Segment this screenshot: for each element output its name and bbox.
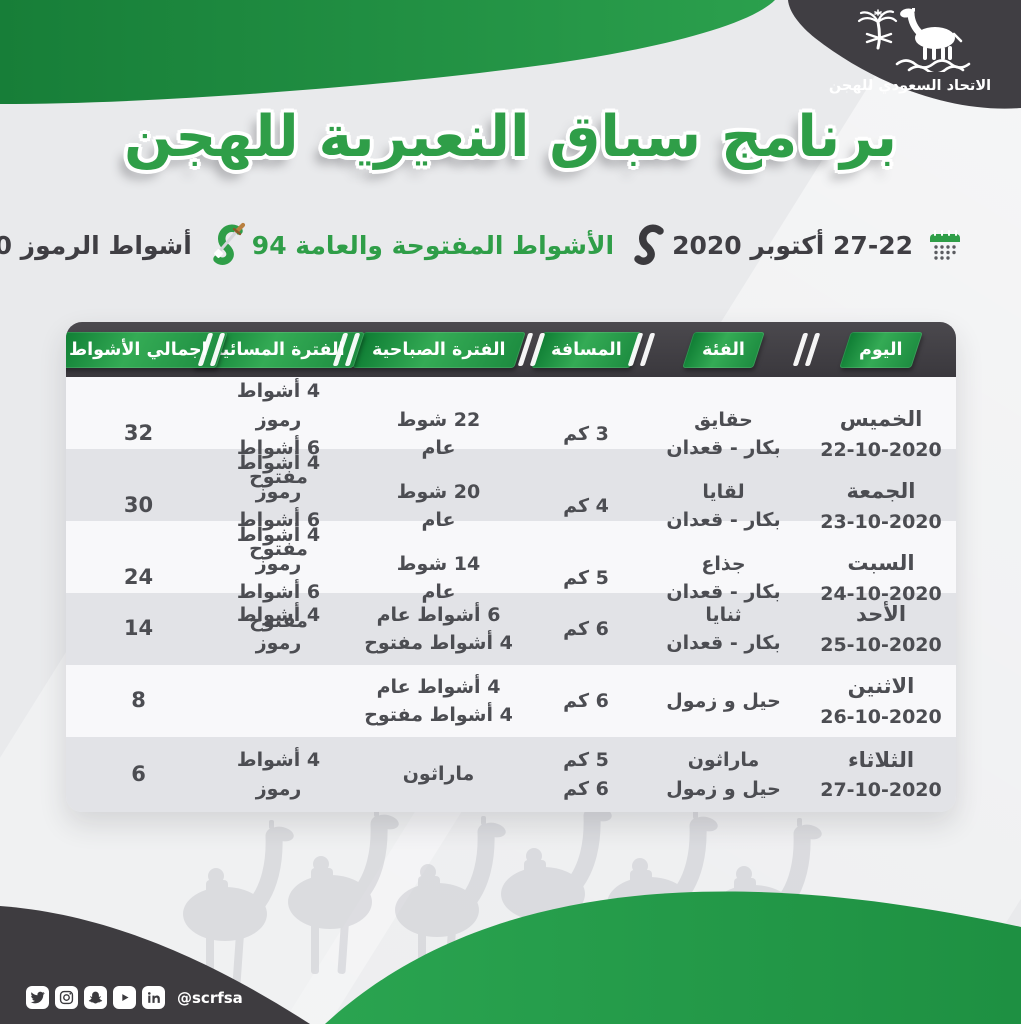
cell-day: الثلاثاء 27-10-2020 [820, 747, 942, 802]
cell-day: السبت 24-10-2020 [820, 551, 942, 605]
symbols-rounds-group: أشواط الرموز 20 [0, 222, 252, 268]
cell-category: لقايا بكار - قعدان [666, 480, 781, 532]
cell-distance: 6 كم [563, 617, 609, 640]
cell-distance: 4 كم [563, 494, 609, 517]
race-track-icon [634, 224, 664, 265]
cell-morning: ماراثون [402, 763, 475, 786]
twitter-icon [26, 986, 49, 1009]
cell-distance: 5 كم 6 كم [563, 749, 609, 800]
column-header-day: اليوم [839, 331, 923, 368]
date-range-text: 27-22 أكتوبر 2020 [672, 230, 913, 260]
dark-header-corner [788, 0, 1021, 109]
cell-evening: 4 أشواط رموز 6 أشواط مفتوح [236, 452, 321, 560]
cell-evening: 4 أشواط رموز 6 أشواط مفتوح [236, 380, 321, 488]
column-header-label: اجمالي الأشواط [69, 339, 208, 360]
cell-total: 8 [131, 688, 146, 713]
social-handle: @scrfsa [177, 988, 243, 1007]
cell-morning: 4 أشواط عام 4 أشواط مفتوح [364, 675, 513, 727]
federation-logo: الاتحاد السعودي للهجن [815, 6, 1005, 94]
linkedin-icon [142, 986, 165, 1009]
schedule-row-friday: الجمعة 23-10-2020 لقايا بكار - قعدان 4 كم … [66, 449, 956, 560]
cell-morning: 6 أشواط عام 4 أشواط مفتوح [364, 603, 513, 655]
cell-category: حقايق بكار - قعدان [666, 408, 781, 460]
page-title: برنامج سباق النعيرية للهجن [123, 104, 898, 170]
cell-category: جذاع بكار - قعدان [666, 552, 781, 604]
cell-day: الأحد 25-10-2020 [820, 602, 942, 656]
social-links-bar: @scrfsa [26, 986, 243, 1009]
column-header-label: اليوم [859, 339, 903, 360]
column-header-morning: الفترة الصباحية [351, 331, 526, 368]
race-track-sword-icon [213, 222, 245, 265]
schedule-row-tuesday: الثلاثاء 27-10-2020 ماراثون حيل و زمول 5 ك… [66, 737, 956, 812]
cell-category: ثنايا بكار - قعدان [666, 603, 781, 655]
cell-morning: 14 شوط عام [396, 552, 481, 604]
cell-total: 14 [123, 616, 154, 641]
column-header-category: الفئة [682, 331, 765, 368]
symbols-rounds-text: أشواط الرموز 20 [0, 230, 192, 260]
green-header-curve [0, 0, 775, 104]
schedule-row-thursday: الخميس 22-10-2020 حقايق بكار - قعدان 3 كم … [66, 377, 956, 488]
cell-category: ماراثون حيل و زمول [666, 749, 781, 800]
cell-total: 32 [123, 421, 154, 446]
cell-morning: 22 شوط عام [396, 408, 481, 460]
cell-day: الاثنين 26-10-2020 [820, 674, 942, 728]
youtube-icon [113, 986, 136, 1009]
schedule-row-saturday: السبت 24-10-2020 جذاع بكار - قعدان 5 كم 14… [66, 521, 956, 632]
schedule-row-monday: الاثنين 26-10-2020 حيل و زمول 6 كم 4 أشوا… [66, 665, 956, 737]
cell-day: الجمعة 23-10-2020 [820, 479, 942, 533]
schedule-table: اليوم الفئة المسافة الفترة الصباحية الفت… [66, 322, 956, 812]
info-bar: 27-22 أكتوبر 2020 الأشواط المفتوحة والعا… [0, 222, 1021, 268]
cell-evening: 4 أشواط رموز [236, 603, 321, 655]
open-rounds-group: الأشواط المفتوحة والعامة 94 [252, 223, 672, 267]
cell-evening: 4 أشواط رموز [236, 749, 321, 800]
cell-distance: 3 كم [563, 422, 609, 445]
open-rounds-text: الأشواط المفتوحة والعامة 94 [251, 230, 615, 260]
schedule-row-sunday: الأحد 25-10-2020 ثنايا بكار - قعدان 6 كم 6… [66, 593, 956, 665]
cell-distance: 5 كم [563, 566, 609, 589]
green-footer-curve [325, 891, 1021, 1024]
org-name: الاتحاد السعودي للهجن [828, 78, 992, 94]
snapchat-icon [84, 986, 107, 1009]
column-header-label: الفترة الصباحية [371, 339, 506, 360]
cell-total: 30 [123, 493, 154, 518]
camel-palm-logo-icon [857, 6, 971, 75]
column-header-label: المسافة [550, 339, 622, 360]
cell-total: 6 [131, 761, 146, 786]
column-header-label: الفترة المسائية [212, 339, 345, 360]
instagram-icon [55, 986, 78, 1009]
cell-morning: 20 شوط عام [396, 480, 481, 532]
table-header-row: اليوم الفئة المسافة الفترة الصباحية الفت… [66, 322, 956, 377]
cell-day: الخميس 22-10-2020 [820, 407, 942, 461]
calendar-icon [930, 230, 960, 260]
date-range-group: 27-22 أكتوبر 2020 [672, 227, 963, 263]
column-header-label: الفئة [702, 339, 745, 360]
column-header-distance: المسافة [530, 331, 642, 368]
cell-evening: 4 أشواط رموز 6 أشواط مفتوح [236, 524, 321, 632]
cell-total: 24 [123, 565, 154, 590]
cell-category: حيل و زمول [666, 689, 781, 712]
cell-distance: 6 كم [563, 689, 609, 712]
